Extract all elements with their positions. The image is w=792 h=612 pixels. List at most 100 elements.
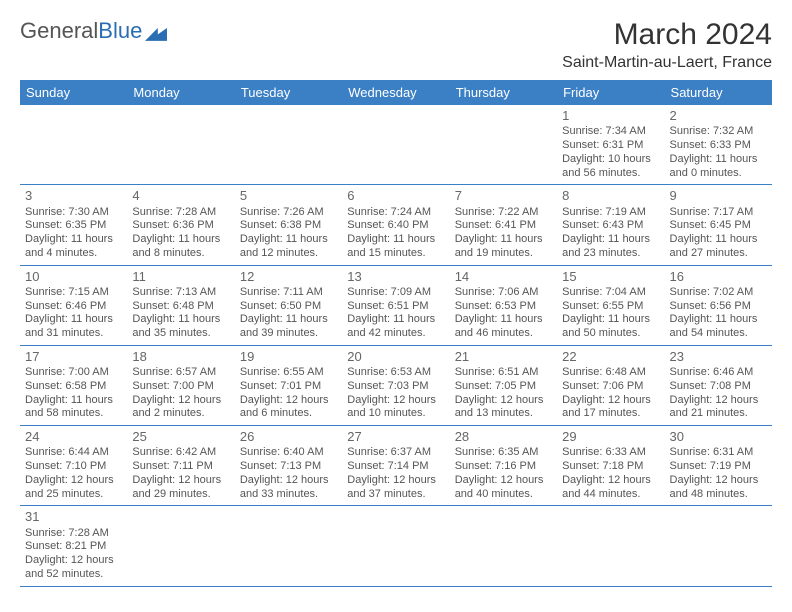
- sunrise-text: Sunrise: 7:28 AM: [25, 527, 122, 541]
- sunrise-text: Sunrise: 7:00 AM: [25, 366, 122, 380]
- sunset-text: Sunset: 7:01 PM: [240, 380, 337, 394]
- daylight-text: Daylight: 12 hours and 29 minutes.: [132, 474, 229, 502]
- calendar-head: SundayMondayTuesdayWednesdayThursdayFrid…: [20, 80, 772, 105]
- daylight-text: Daylight: 11 hours and 58 minutes.: [25, 394, 122, 422]
- calendar-empty-cell: [235, 506, 342, 586]
- daylight-text: Daylight: 11 hours and 54 minutes.: [670, 313, 767, 341]
- calendar-empty-cell: [665, 506, 772, 586]
- calendar-empty-cell: [127, 506, 234, 586]
- calendar-day-cell: 10Sunrise: 7:15 AMSunset: 6:46 PMDayligh…: [20, 265, 127, 345]
- sunrise-text: Sunrise: 7:06 AM: [455, 286, 552, 300]
- day-number: 18: [132, 349, 229, 365]
- weekday-header: Thursday: [450, 80, 557, 105]
- sunset-text: Sunset: 6:38 PM: [240, 219, 337, 233]
- sunrise-text: Sunrise: 7:13 AM: [132, 286, 229, 300]
- calendar-day-cell: 29Sunrise: 6:33 AMSunset: 7:18 PMDayligh…: [557, 426, 664, 506]
- sunrise-text: Sunrise: 7:02 AM: [670, 286, 767, 300]
- day-number: 10: [25, 269, 122, 285]
- day-number: 13: [347, 269, 444, 285]
- sunrise-text: Sunrise: 7:04 AM: [562, 286, 659, 300]
- sunset-text: Sunset: 6:35 PM: [25, 219, 122, 233]
- day-number: 8: [562, 188, 659, 204]
- day-number: 16: [670, 269, 767, 285]
- sunset-text: Sunset: 7:16 PM: [455, 460, 552, 474]
- daylight-text: Daylight: 11 hours and 4 minutes.: [25, 233, 122, 261]
- day-number: 15: [562, 269, 659, 285]
- sunset-text: Sunset: 7:00 PM: [132, 380, 229, 394]
- sunrise-text: Sunrise: 7:11 AM: [240, 286, 337, 300]
- weekday-header: Friday: [557, 80, 664, 105]
- calendar-week-row: 31Sunrise: 7:28 AMSunset: 8:21 PMDayligh…: [20, 506, 772, 586]
- calendar-day-cell: 14Sunrise: 7:06 AMSunset: 6:53 PMDayligh…: [450, 265, 557, 345]
- title-block: March 2024 Saint-Martin-au-Laert, France: [562, 18, 772, 72]
- day-number: 26: [240, 429, 337, 445]
- sunset-text: Sunset: 6:45 PM: [670, 219, 767, 233]
- day-number: 28: [455, 429, 552, 445]
- calendar-day-cell: 8Sunrise: 7:19 AMSunset: 6:43 PMDaylight…: [557, 185, 664, 265]
- brand-part1: General: [20, 18, 98, 44]
- calendar-empty-cell: [557, 506, 664, 586]
- sunrise-text: Sunrise: 7:28 AM: [132, 206, 229, 220]
- day-number: 4: [132, 188, 229, 204]
- daylight-text: Daylight: 12 hours and 44 minutes.: [562, 474, 659, 502]
- sunrise-text: Sunrise: 7:17 AM: [670, 206, 767, 220]
- sunset-text: Sunset: 6:53 PM: [455, 300, 552, 314]
- sunset-text: Sunset: 7:13 PM: [240, 460, 337, 474]
- sunrise-text: Sunrise: 6:33 AM: [562, 446, 659, 460]
- day-number: 12: [240, 269, 337, 285]
- daylight-text: Daylight: 12 hours and 52 minutes.: [25, 554, 122, 582]
- month-title: March 2024: [562, 18, 772, 52]
- day-number: 5: [240, 188, 337, 204]
- daylight-text: Daylight: 12 hours and 21 minutes.: [670, 394, 767, 422]
- daylight-text: Daylight: 11 hours and 42 minutes.: [347, 313, 444, 341]
- calendar-day-cell: 1Sunrise: 7:34 AMSunset: 6:31 PMDaylight…: [557, 105, 664, 185]
- sunrise-text: Sunrise: 7:32 AM: [670, 125, 767, 139]
- calendar-week-row: 1Sunrise: 7:34 AMSunset: 6:31 PMDaylight…: [20, 105, 772, 185]
- sunrise-text: Sunrise: 6:53 AM: [347, 366, 444, 380]
- sunrise-text: Sunrise: 7:34 AM: [562, 125, 659, 139]
- sunrise-text: Sunrise: 6:55 AM: [240, 366, 337, 380]
- sunrise-text: Sunrise: 7:26 AM: [240, 206, 337, 220]
- calendar-week-row: 24Sunrise: 6:44 AMSunset: 7:10 PMDayligh…: [20, 426, 772, 506]
- calendar-day-cell: 27Sunrise: 6:37 AMSunset: 7:14 PMDayligh…: [342, 426, 449, 506]
- sunrise-text: Sunrise: 6:57 AM: [132, 366, 229, 380]
- day-number: 3: [25, 188, 122, 204]
- sunset-text: Sunset: 6:31 PM: [562, 139, 659, 153]
- calendar-day-cell: 28Sunrise: 6:35 AMSunset: 7:16 PMDayligh…: [450, 426, 557, 506]
- calendar-day-cell: 22Sunrise: 6:48 AMSunset: 7:06 PMDayligh…: [557, 345, 664, 425]
- page-header: GeneralBlue March 2024 Saint-Martin-au-L…: [20, 18, 772, 72]
- daylight-text: Daylight: 12 hours and 10 minutes.: [347, 394, 444, 422]
- calendar-day-cell: 23Sunrise: 6:46 AMSunset: 7:08 PMDayligh…: [665, 345, 772, 425]
- daylight-text: Daylight: 12 hours and 13 minutes.: [455, 394, 552, 422]
- calendar-empty-cell: [342, 506, 449, 586]
- calendar-day-cell: 31Sunrise: 7:28 AMSunset: 8:21 PMDayligh…: [20, 506, 127, 586]
- sunrise-text: Sunrise: 7:19 AM: [562, 206, 659, 220]
- day-number: 22: [562, 349, 659, 365]
- calendar-day-cell: 3Sunrise: 7:30 AMSunset: 6:35 PMDaylight…: [20, 185, 127, 265]
- daylight-text: Daylight: 11 hours and 0 minutes.: [670, 153, 767, 181]
- daylight-text: Daylight: 12 hours and 6 minutes.: [240, 394, 337, 422]
- day-number: 20: [347, 349, 444, 365]
- sunrise-text: Sunrise: 7:09 AM: [347, 286, 444, 300]
- daylight-text: Daylight: 12 hours and 33 minutes.: [240, 474, 337, 502]
- calendar-empty-cell: [127, 105, 234, 185]
- sunrise-text: Sunrise: 6:31 AM: [670, 446, 767, 460]
- weekday-row: SundayMondayTuesdayWednesdayThursdayFrid…: [20, 80, 772, 105]
- sunrise-text: Sunrise: 7:24 AM: [347, 206, 444, 220]
- sunset-text: Sunset: 6:48 PM: [132, 300, 229, 314]
- daylight-text: Daylight: 12 hours and 40 minutes.: [455, 474, 552, 502]
- sunset-text: Sunset: 6:36 PM: [132, 219, 229, 233]
- sunrise-text: Sunrise: 6:35 AM: [455, 446, 552, 460]
- daylight-text: Daylight: 11 hours and 12 minutes.: [240, 233, 337, 261]
- day-number: 27: [347, 429, 444, 445]
- calendar-day-cell: 13Sunrise: 7:09 AMSunset: 6:51 PMDayligh…: [342, 265, 449, 345]
- calendar-empty-cell: [20, 105, 127, 185]
- calendar-day-cell: 4Sunrise: 7:28 AMSunset: 6:36 PMDaylight…: [127, 185, 234, 265]
- weekday-header: Wednesday: [342, 80, 449, 105]
- sunset-text: Sunset: 6:51 PM: [347, 300, 444, 314]
- day-number: 6: [347, 188, 444, 204]
- calendar-day-cell: 19Sunrise: 6:55 AMSunset: 7:01 PMDayligh…: [235, 345, 342, 425]
- daylight-text: Daylight: 12 hours and 2 minutes.: [132, 394, 229, 422]
- sunset-text: Sunset: 6:43 PM: [562, 219, 659, 233]
- daylight-text: Daylight: 12 hours and 48 minutes.: [670, 474, 767, 502]
